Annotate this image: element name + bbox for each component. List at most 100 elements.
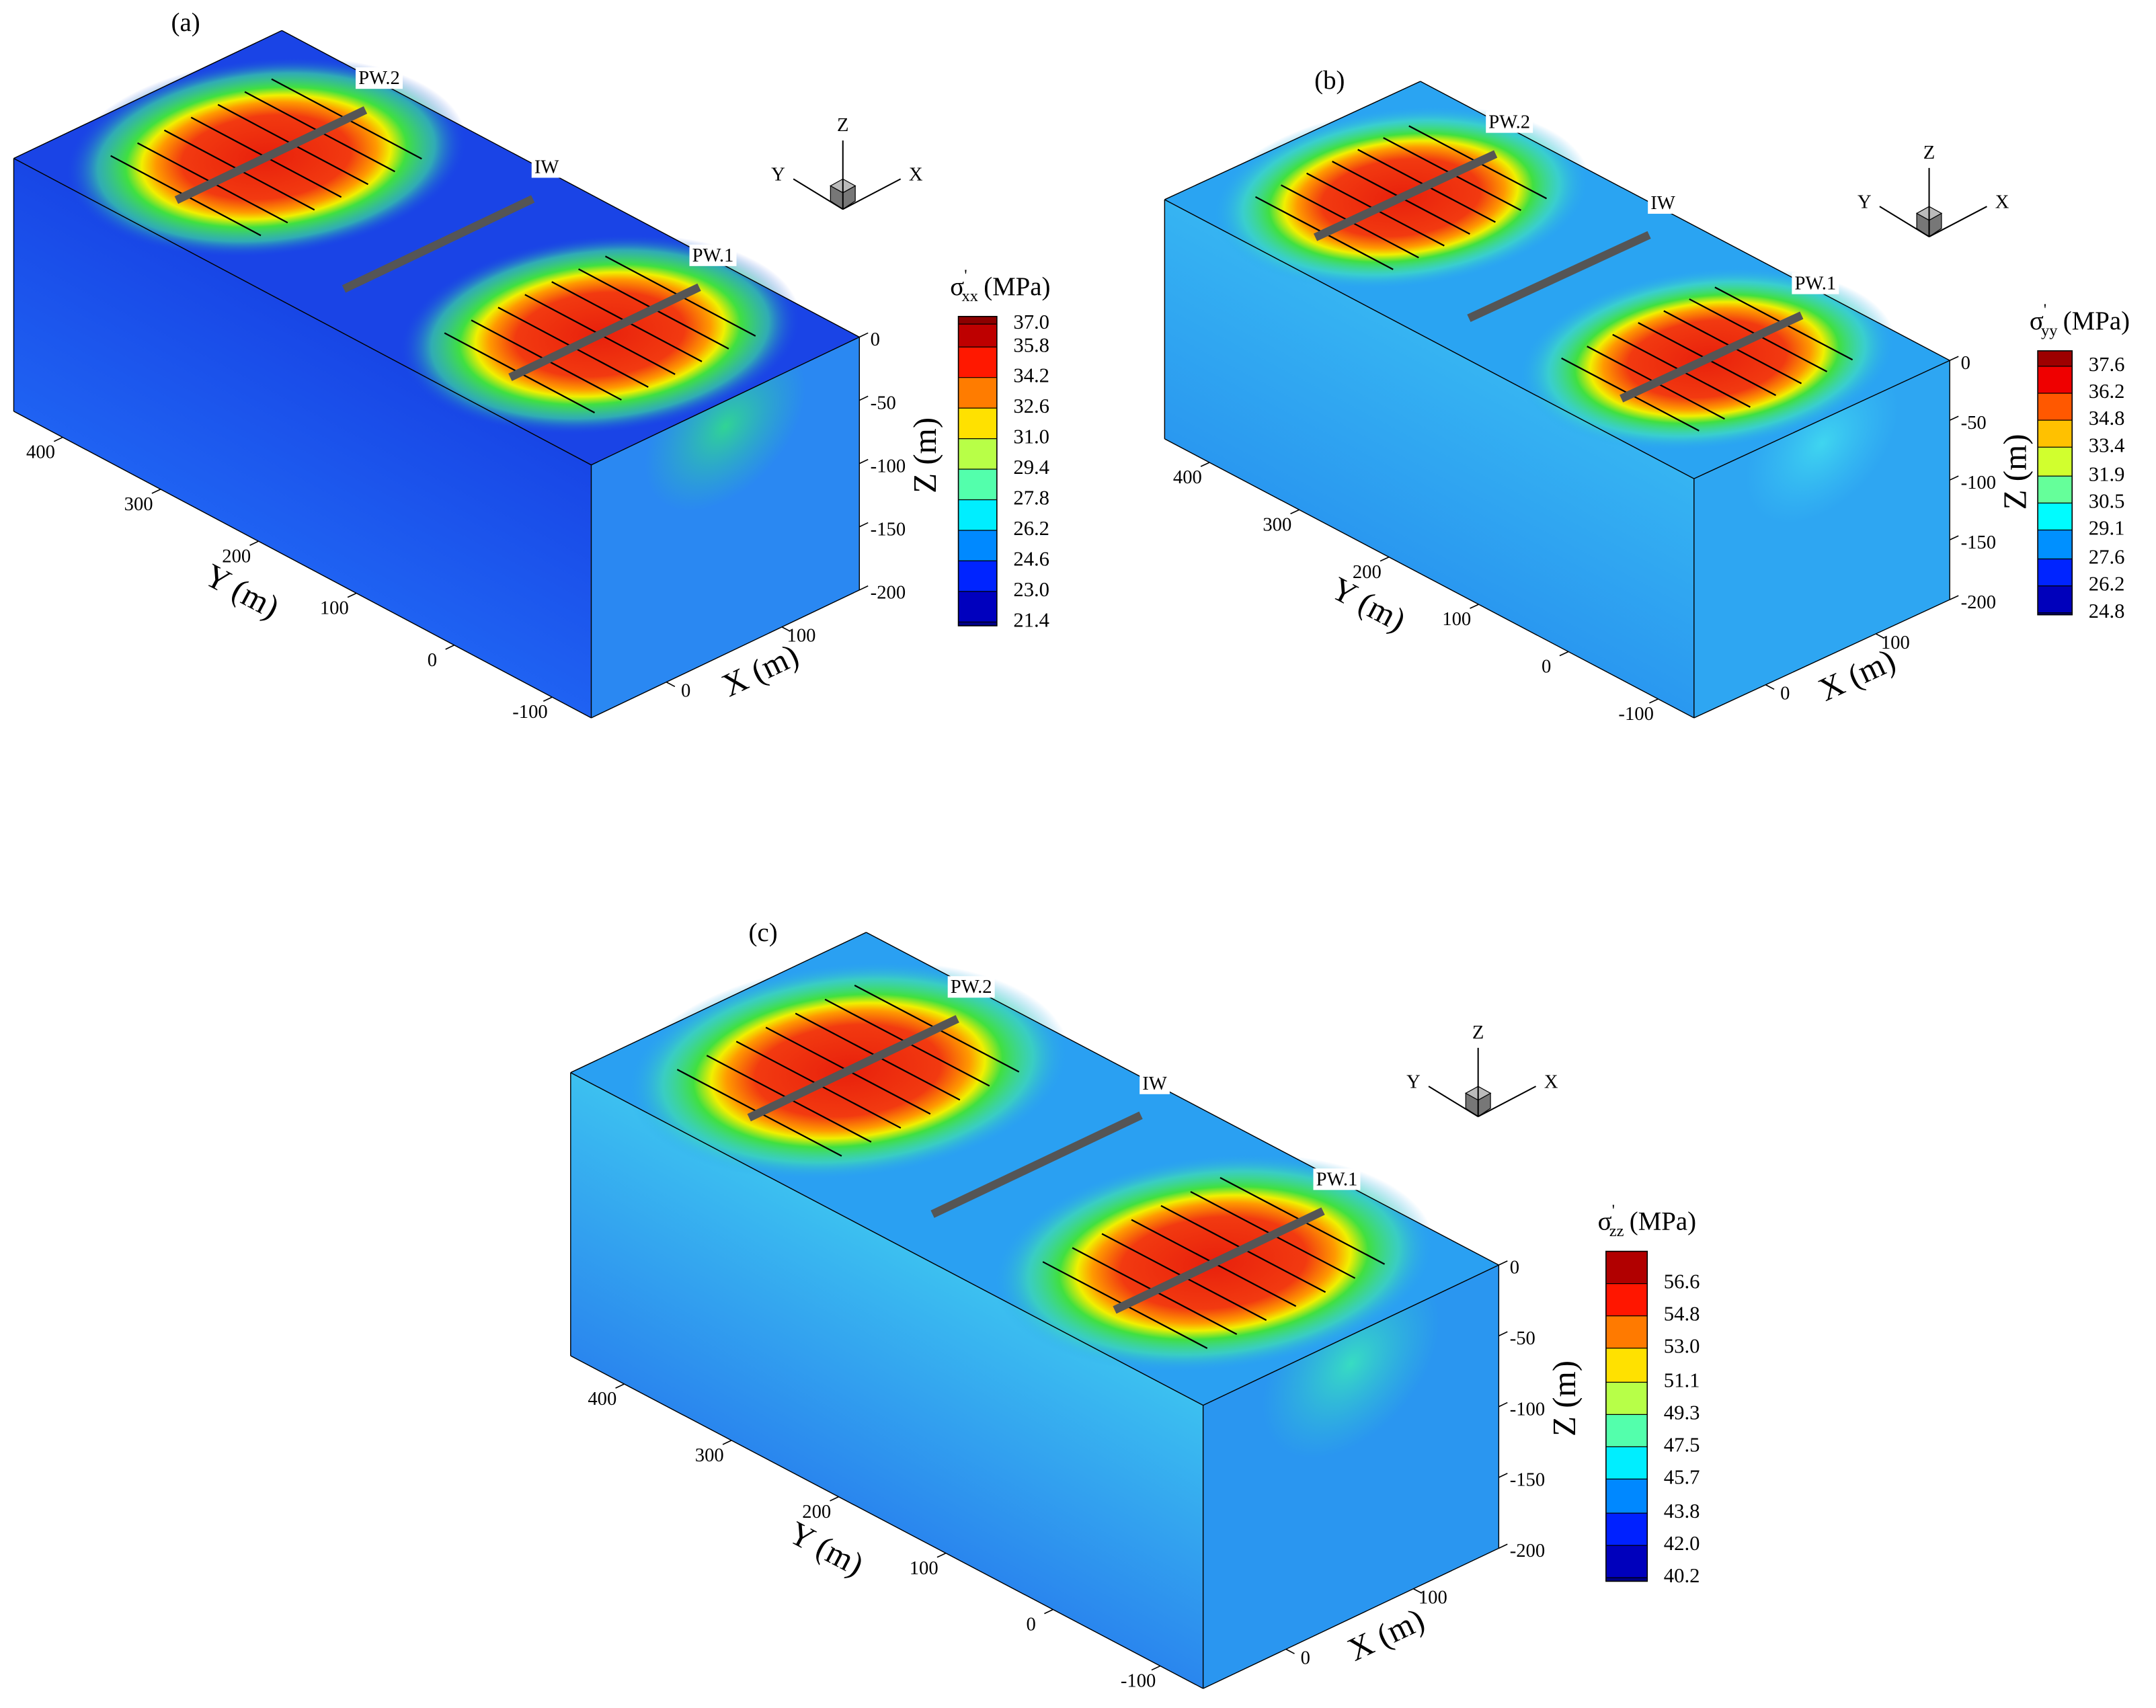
y-tick-label: 0 [428,649,437,671]
box-edge [591,336,860,466]
front-face [13,158,592,719]
colorbar-tick-label: 33.4 [2089,434,2125,456]
colorbar-subscript: yy [2041,321,2058,339]
box-edge [1693,360,1950,479]
well [1620,311,1804,403]
colorbar-symbol: σ [2030,307,2044,335]
well-label-bg [1313,1168,1361,1190]
well-label-bg [947,976,995,998]
x-tick [666,682,676,688]
colorbar-tick-label: 26.2 [1013,517,1049,540]
face-glow [591,337,860,719]
colorbar-tick-label: 37.0 [1013,311,1049,333]
y-tick [543,696,553,702]
z-tick-label: -200 [871,582,906,604]
y-tick [830,1496,839,1502]
y-tick [936,1552,947,1558]
colorbar-unit: (MPa) [984,272,1050,301]
y-tick-label: 400 [26,442,55,463]
z-tick-label: 0 [1961,352,1970,374]
z-tick-label: -100 [1510,1398,1545,1420]
box-edge [570,1355,1203,1689]
y-tick [722,1440,732,1445]
colorbar-tick-label: 49.3 [1664,1401,1700,1424]
colorbar-tick-label: 54.8 [1664,1303,1700,1326]
triad-x [1478,1086,1537,1118]
well [342,195,535,293]
y-tick-label: 200 [1353,561,1382,583]
colorbar-band [958,591,997,622]
x-tick-label: 0 [1780,683,1790,704]
front-face [1164,199,1694,719]
z-tick [1499,1260,1508,1266]
z-tick-label: 0 [1510,1257,1519,1278]
colorbar-band [1605,1382,1648,1415]
y-axis-label: Y (m) [783,1514,870,1583]
x-tick [1412,1588,1423,1594]
y-tick-label: 100 [910,1557,939,1579]
x-tick [1285,1648,1295,1654]
panel-label: (b) [1314,66,1345,95]
z-tick-label: -150 [1510,1469,1545,1491]
well-label: PW.1 [692,245,734,266]
colorbar-band [958,469,997,500]
triad-label: X [1995,192,2009,213]
y-tick-label: -100 [512,701,547,723]
colorbar-tick-label: 31.9 [2089,462,2125,485]
panel-label: (a) [171,8,200,37]
z-tick-label: 0 [871,329,880,350]
colorbar-band [1605,1315,1648,1348]
triad-x [1929,206,1987,238]
z-tick [1949,595,1959,600]
box-edge [13,411,592,719]
triad-label: X [909,164,923,186]
z-tick [1949,356,1959,361]
triad-label: Y [1858,192,1872,213]
colorbar-unit: (MPa) [1630,1207,1696,1236]
y-tick-label: 300 [1263,514,1291,536]
colorbar-subscript: zz [1609,1222,1624,1240]
y-tick [1559,651,1569,657]
colorbar-band [1605,1545,1648,1578]
well-label: PW.1 [1794,273,1836,294]
colorbar-band [2038,585,2073,613]
colorbar-tick-label: 40.2 [1664,1564,1700,1587]
well [747,1015,959,1122]
well [930,1111,1143,1218]
axis-triad: Z Y X [1858,142,2009,238]
x-tick [1765,684,1775,690]
y-tick [1380,557,1390,562]
colorbar-frame [2037,350,2073,616]
triad-label: Z [837,114,848,136]
colorbar-tick-label: 36.2 [2089,380,2125,403]
colorbar-band [1605,1447,1648,1479]
colorbar-tick-label: 35.8 [1013,333,1049,356]
z-tick [859,332,869,338]
colorbar-tick-label: 21.4 [1013,608,1049,631]
y-tick [1200,462,1210,467]
colorbar-band [958,530,997,561]
y-tick-label: 300 [695,1445,724,1466]
z-tick-label: -50 [1961,412,1987,434]
z-tick-label: -150 [1961,532,1996,553]
colorbar-band [2038,530,2073,559]
box-edge [13,30,282,159]
colorbar-band [2038,350,2073,366]
well [508,283,701,381]
z-axis-label: Z (m) [1546,1360,1583,1436]
well-label-bg [689,244,737,266]
z-tick [859,522,869,528]
x-tick-label: 100 [1881,632,1910,653]
y-tick [1649,698,1659,704]
colorbar-band [2038,476,2073,503]
colorbar-tick-label: 51.1 [1664,1369,1700,1391]
colorbar-band [1605,1578,1648,1582]
colorbar-band [958,499,997,530]
colorbar-band [1605,1283,1648,1316]
y-tick [53,436,63,442]
y-tick-label: 100 [1442,608,1471,630]
y-tick [1044,1609,1053,1615]
colorbar-frame [1605,1250,1648,1582]
